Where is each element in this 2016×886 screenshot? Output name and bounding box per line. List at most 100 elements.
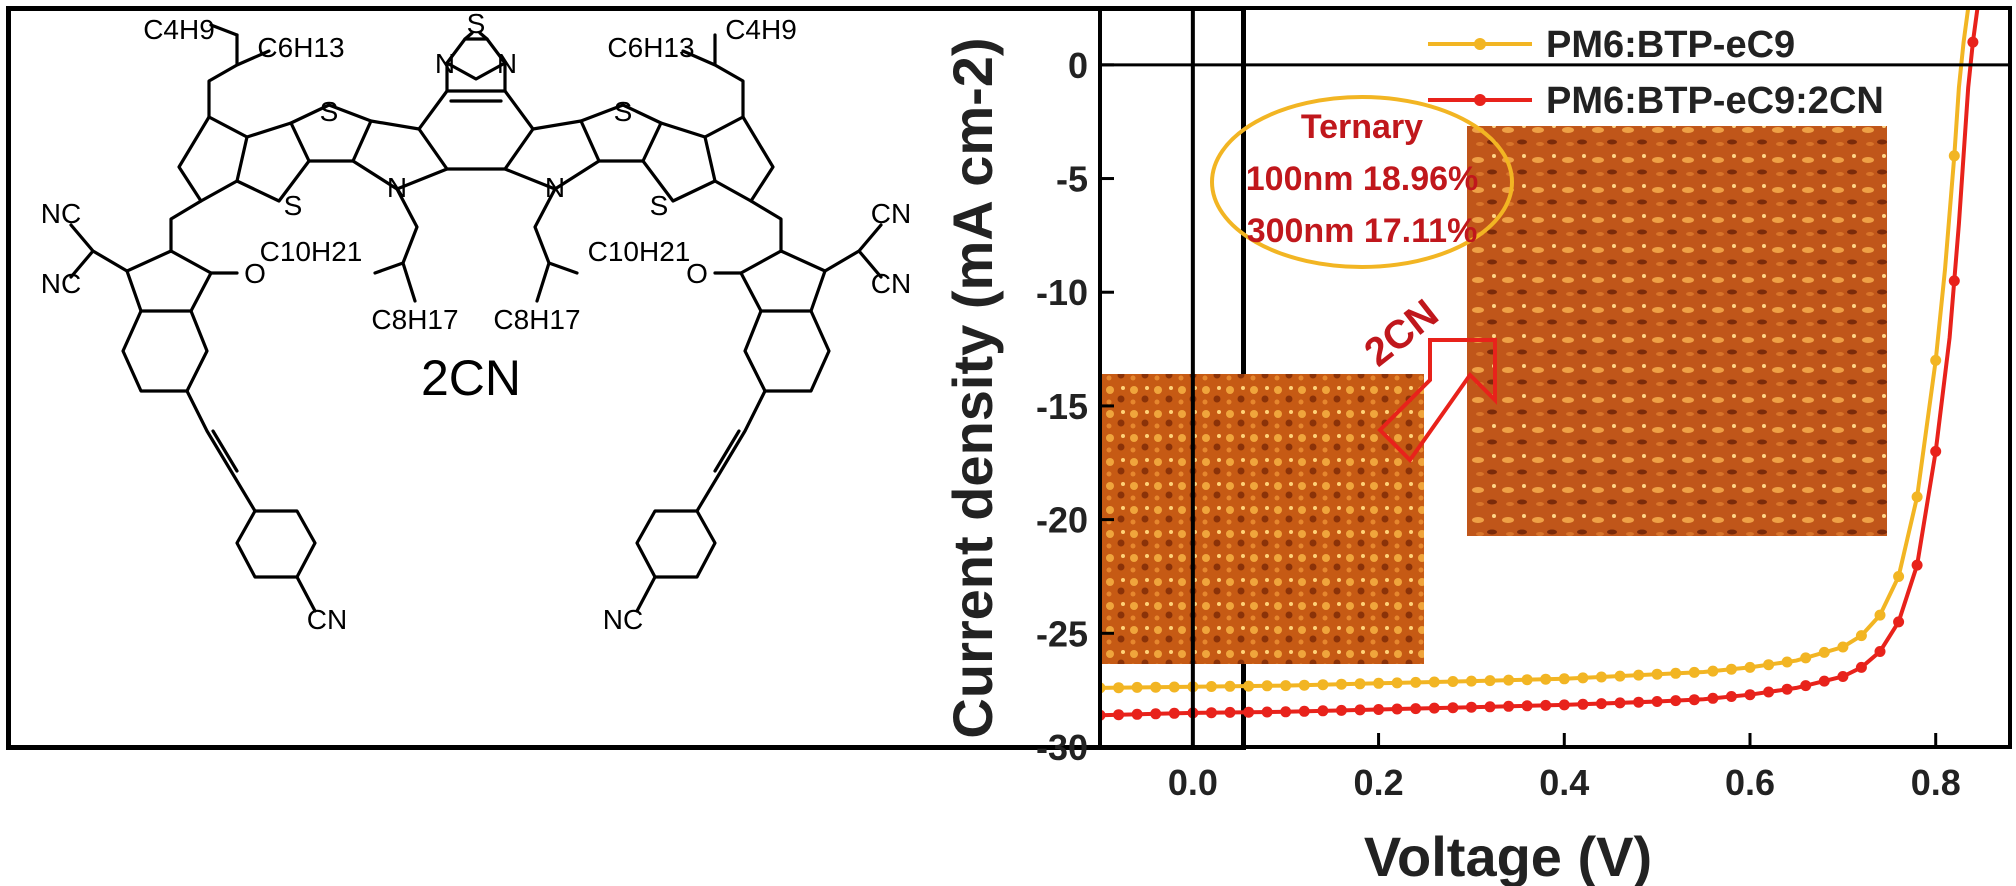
data-point xyxy=(1521,700,1533,712)
data-point xyxy=(1633,696,1645,708)
label-nc-left-bottom: NC xyxy=(41,268,81,299)
chart-legend: PM6:BTP-eC9 PM6:BTP-eC9:2CN xyxy=(1428,24,1884,122)
data-point xyxy=(1633,669,1645,681)
data-point xyxy=(1391,703,1403,715)
y-tick-label: -10 xyxy=(1036,272,1088,313)
data-point xyxy=(1317,679,1329,691)
label-s-right-upper: S xyxy=(614,96,633,127)
plot-lines xyxy=(1100,8,1980,721)
label-s-top: S xyxy=(467,11,486,39)
label-c10h21-left: C10H21 xyxy=(260,236,363,267)
data-point xyxy=(1855,661,1867,673)
afm-image-binary xyxy=(1102,374,1424,664)
data-point xyxy=(1558,673,1570,685)
molecule-structure: S N N S S S S N N O O NC NC CN CN CN NC … xyxy=(41,11,911,635)
y-tick-label: -25 xyxy=(1036,613,1088,654)
data-point xyxy=(1688,666,1700,678)
data-point xyxy=(1354,704,1366,716)
data-point xyxy=(1391,677,1403,689)
data-point xyxy=(1577,698,1589,710)
data-point xyxy=(1837,641,1849,653)
data-point xyxy=(1614,670,1626,682)
label-c8h17-left: C8H17 xyxy=(371,304,458,335)
data-point xyxy=(1688,694,1700,706)
label-n-top-right: N xyxy=(497,48,517,79)
label-cn-right-top: CN xyxy=(871,198,911,229)
label-nc-bottom-left: NC xyxy=(603,604,643,635)
data-point xyxy=(1763,686,1775,698)
data-point xyxy=(1205,681,1217,692)
x-tick-label: 0.6 xyxy=(1725,762,1775,803)
data-point xyxy=(1113,682,1125,694)
data-point xyxy=(1131,681,1143,693)
data-point xyxy=(1243,680,1255,692)
data-point xyxy=(1670,667,1682,679)
series-2 xyxy=(1100,8,1980,721)
data-point xyxy=(1651,668,1663,680)
data-point xyxy=(1948,150,1960,162)
data-point xyxy=(1373,704,1385,715)
chart-annotations-and-insets: 2CN Ternary 100nm 18.96% 300nm 17.11% xyxy=(1102,95,1887,664)
chart-axes: 0.0 0.2 0.4 0.6 0.8 0 -5 -10 -15 -20 -25 -30 xyxy=(1036,6,2012,803)
data-point xyxy=(1243,706,1255,718)
series-line xyxy=(1100,8,1980,718)
data-point xyxy=(1930,354,1942,366)
data-point xyxy=(1781,683,1793,695)
data-point xyxy=(1280,706,1292,718)
molecule-panel: S N N S S S S N N O O NC NC CN CN CN NC … xyxy=(6,6,1246,750)
data-point xyxy=(1763,659,1775,671)
arrow-icon xyxy=(1377,338,1497,464)
label-s-right-lower: S xyxy=(650,190,669,221)
data-point xyxy=(1224,706,1236,718)
data-point xyxy=(1540,673,1552,685)
data-point xyxy=(1614,697,1626,709)
data-point xyxy=(1150,708,1162,720)
data-point xyxy=(1410,703,1422,715)
label-s-left-upper: S xyxy=(320,96,339,127)
ternary-ellipse xyxy=(1210,95,1514,269)
y-axis-label: Current density (mA cm-2) xyxy=(941,37,1004,738)
label-cn-bottom-right: CN xyxy=(307,604,347,635)
label-c4h9-right: C4H9 xyxy=(725,14,797,45)
data-point xyxy=(1280,680,1292,692)
x-tick-label: 0.8 xyxy=(1911,762,1961,803)
data-point xyxy=(1335,678,1347,690)
data-point xyxy=(1540,699,1552,711)
afm-image-ternary xyxy=(1467,126,1887,536)
data-point xyxy=(1447,676,1459,687)
data-point xyxy=(1503,700,1515,712)
label-c10h21-right: C10H21 xyxy=(588,236,691,267)
ternary-line1: 100nm 18.96% xyxy=(1246,160,1479,198)
x-axis-label: Voltage (V) xyxy=(1364,825,1652,886)
data-point xyxy=(1558,699,1570,711)
data-point xyxy=(1744,661,1756,673)
data-point xyxy=(1818,675,1830,687)
data-point xyxy=(1800,680,1812,692)
data-point xyxy=(1150,681,1162,693)
label-o-left: O xyxy=(244,258,266,289)
data-point xyxy=(1428,676,1440,688)
x-tick-label: 0.4 xyxy=(1539,762,1589,803)
label-c6h13-right: C6H13 xyxy=(607,32,694,63)
data-point xyxy=(1893,616,1905,628)
label-o-right: O xyxy=(686,258,708,289)
data-point xyxy=(1428,702,1440,714)
data-point xyxy=(1373,677,1385,689)
legend-marker xyxy=(1474,38,1486,50)
data-point xyxy=(1465,675,1477,687)
label-n-top-left: N xyxy=(435,48,455,79)
data-point xyxy=(1837,671,1849,682)
data-point xyxy=(1651,696,1663,707)
arrow-label: 2CN xyxy=(1356,291,1446,375)
x-tick-label: 0.0 xyxy=(1168,762,1218,803)
ternary-line2: 300nm 17.11% xyxy=(1247,212,1478,250)
data-point xyxy=(1707,692,1719,704)
data-point xyxy=(1261,706,1273,718)
plot-frame xyxy=(1098,6,2012,749)
data-point xyxy=(1335,704,1347,716)
data-point xyxy=(1893,571,1905,582)
data-point xyxy=(1354,678,1366,690)
label-n-core-right: N xyxy=(545,172,565,203)
data-point xyxy=(1503,674,1515,686)
